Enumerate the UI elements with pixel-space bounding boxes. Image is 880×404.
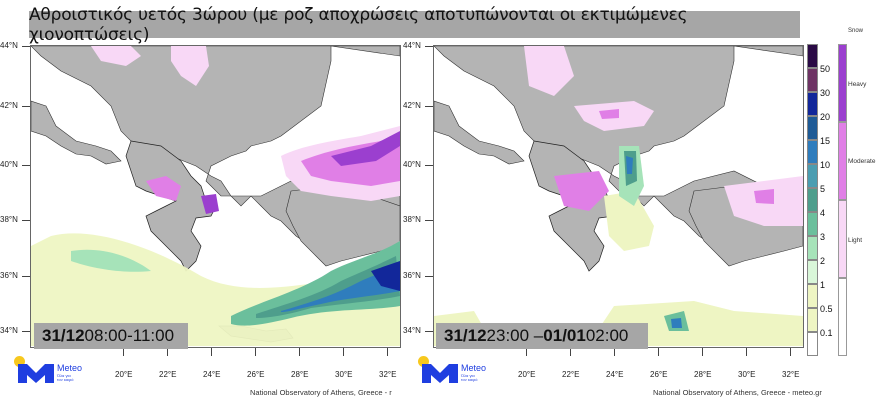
sun-dot-icon [418, 356, 429, 367]
date-start: 31/12 [444, 326, 487, 345]
lat-label: 44°N [0, 41, 18, 50]
lon-label: 26°E [650, 370, 668, 379]
lat-label: 34°N [403, 326, 421, 335]
time-start: 08:00-11:00 [84, 326, 175, 345]
colorbar-label: 10 [820, 160, 831, 170]
colorbar-label: 3 [820, 232, 826, 242]
time-end: 02:00 [585, 326, 629, 345]
colorbar-label: 1 [820, 280, 826, 290]
lat-label: 44°N [403, 41, 421, 50]
colorbar-label: 4 [820, 208, 826, 218]
lon-label: 28°E [291, 370, 309, 379]
brand-tagline: Όλα για τον καιρό [57, 373, 74, 382]
credit-text-left: National Observatory of Athens, Greece -… [250, 388, 392, 397]
m-logo-icon [422, 364, 458, 383]
precipitation-map-left [30, 45, 401, 348]
colorbar-label: 2 [820, 256, 826, 266]
lat-label: 36°N [403, 271, 421, 280]
lat-label: 38°N [0, 215, 18, 224]
snow-legend-title: Snow [848, 28, 864, 34]
snow-label-heavy: Heavy [848, 81, 867, 88]
precipitation-colorbar [807, 44, 818, 356]
m-logo-icon [18, 364, 54, 383]
brand-tagline: Όλα για τον καιρό [461, 373, 478, 382]
lon-label: 28°E [694, 370, 712, 379]
lat-label: 34°N [0, 326, 18, 335]
lon-label: 30°E [335, 370, 353, 379]
time-range-label-left: 31/12 08:00-11:00 [34, 323, 188, 349]
lat-label: 40°N [0, 160, 18, 169]
colorbar-label: 0.1 [820, 328, 833, 338]
lat-label: 38°N [403, 215, 421, 224]
sun-dot-icon [14, 356, 25, 367]
lon-label: 26°E [247, 370, 265, 379]
time-start: 23:00 – [486, 326, 544, 345]
colorbar-label: 5 [820, 184, 826, 194]
date-end: 01/01 [543, 326, 586, 345]
lon-label: 24°E [203, 370, 221, 379]
snow-colorbar [838, 44, 847, 356]
meteo-logo-right: Meteo Όλα για τον καιρό [418, 356, 498, 386]
colorbar-label: 15 [820, 136, 831, 146]
chart-title: Αθροιστικός υετός 3ώρου (με ροζ αποχρώσε… [29, 5, 800, 45]
meteo-logo-left: Meteo Όλα για τον καιρό [14, 356, 94, 386]
lon-label: 20°E [115, 370, 133, 379]
lat-label: 40°N [403, 160, 421, 169]
map-graphic [31, 46, 400, 346]
colorbar-label: 0.5 [820, 304, 833, 314]
lon-label: 24°E [606, 370, 624, 379]
colorbar-label: 50 [820, 64, 831, 74]
colorbar-label: 30 [820, 88, 831, 98]
lat-label: 36°N [0, 271, 18, 280]
lon-label: 22°E [562, 370, 580, 379]
lat-label: 42°N [0, 101, 18, 110]
brand-name: Meteo [57, 363, 83, 373]
lon-label: 20°E [518, 370, 536, 379]
snow-label-moderate: Moderate [848, 158, 876, 165]
lon-label: 22°E [159, 370, 177, 379]
colorbar-label: 20 [820, 112, 831, 122]
credit-text-right: National Observatory of Athens, Greece -… [653, 388, 822, 397]
map-graphic [434, 46, 803, 346]
brand-name: Meteo [461, 363, 487, 373]
snow-label-light: Light [848, 237, 863, 244]
lat-label: 42°N [403, 101, 421, 110]
time-range-label-right: 31/12 23:00 – 01/01 02:00 [436, 323, 648, 349]
date-start: 31/12 [42, 326, 85, 345]
lon-label: 30°E [738, 370, 756, 379]
lon-label: 32°E [379, 370, 397, 379]
precipitation-map-right [433, 45, 804, 348]
lon-label: 32°E [782, 370, 800, 379]
